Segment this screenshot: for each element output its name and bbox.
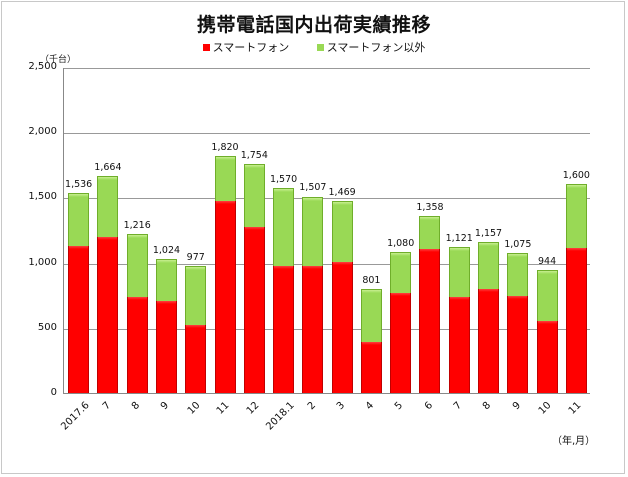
- stacked-bar: [331, 201, 353, 393]
- bar-total-label: 801: [362, 274, 381, 286]
- legend-label: スマートフォン以外: [326, 41, 426, 54]
- bar-segment-smartphone: [331, 261, 353, 393]
- bar-total-label: 1,157: [474, 228, 503, 240]
- bar-total-label: 1,754: [240, 150, 268, 162]
- x-axis-unit: （年,月）: [552, 436, 596, 447]
- bar-segment-smartphone: [214, 201, 236, 393]
- y-axis-unit: （千台）: [40, 55, 77, 65]
- bar-segment-smartphone: [126, 297, 148, 393]
- legend-item-non-smartphone: スマートフォン以外: [316, 39, 426, 55]
- bar-segment-non-smartphone: [390, 252, 412, 293]
- bar-total-label: 944: [538, 255, 557, 267]
- bar-total-label: 1,075: [504, 238, 532, 250]
- stacked-bar: [448, 246, 470, 393]
- bar-total-label: 1,121: [445, 232, 473, 244]
- bar-segment-non-smartphone: [214, 155, 236, 202]
- stacked-bar: [185, 265, 207, 393]
- y-tick-label: 0: [50, 387, 57, 398]
- stacked-bar: [478, 242, 500, 393]
- bar-segment-smartphone: [68, 246, 90, 393]
- y-tick-label: 1,500: [28, 191, 57, 203]
- bar-segment-non-smartphone: [448, 246, 470, 298]
- y-tick-label: 500: [37, 321, 57, 333]
- y-tick-label: 1,000: [28, 256, 57, 268]
- bar-segment-non-smartphone: [185, 265, 207, 326]
- stacked-bar: [126, 234, 148, 393]
- bar-segment-smartphone: [185, 325, 207, 393]
- chart-title: 携帯電話国内出荷実績推移: [196, 14, 431, 36]
- gridline: [64, 263, 590, 265]
- legend-item-smartphone: スマートフォン: [202, 39, 290, 55]
- bar-total-label: 1,536: [65, 178, 93, 190]
- y-tick-label: 2,500: [28, 61, 57, 72]
- stacked-bar: [68, 192, 90, 393]
- gridline: [64, 68, 590, 69]
- bar-segment-non-smartphone: [360, 288, 382, 343]
- legend: スマートフォン スマートフォン以外: [0, 39, 628, 55]
- bar-total-label: 1,664: [94, 162, 122, 173]
- bar-segment-smartphone: [360, 342, 382, 393]
- bar-segment-non-smartphone: [155, 259, 177, 302]
- bar-segment-non-smartphone: [273, 188, 295, 266]
- gridline: [64, 328, 590, 330]
- stacked-bar: [214, 155, 236, 393]
- stacked-bar: [507, 252, 529, 393]
- gridline: [64, 198, 590, 200]
- bar-total-label: 1,820: [211, 141, 239, 153]
- stacked-bar: [97, 176, 119, 393]
- bar-segment-non-smartphone: [97, 176, 119, 238]
- stacked-bar: [302, 196, 324, 393]
- bar-total-label: 1,216: [123, 220, 151, 232]
- plot-area: 1,536 1,664 1,216 1,024 977 1,820 1,754 1,570 1,…: [63, 68, 590, 394]
- bar-segment-non-smartphone: [126, 234, 148, 298]
- bar-total-label: 1,570: [269, 174, 298, 186]
- y-tick-label: 2,000: [28, 126, 57, 138]
- stacked-bar: [273, 188, 295, 393]
- bar-segment-non-smartphone: [302, 196, 324, 266]
- stacked-bar: [243, 164, 265, 393]
- stacked-bar: [360, 288, 382, 393]
- bar-segment-non-smartphone: [331, 201, 353, 262]
- bar-segment-smartphone: [478, 289, 500, 393]
- bar-segment-smartphone: [302, 266, 324, 393]
- bar-total-label: 1,080: [387, 238, 415, 250]
- bar-total-label: 1,024: [152, 245, 181, 257]
- bar-total-label: 1,600: [562, 170, 590, 182]
- bar-segment-non-smartphone: [565, 184, 587, 248]
- bar-segment-non-smartphone: [243, 164, 265, 228]
- bar-segment-smartphone: [243, 227, 265, 393]
- legend-swatch-red-icon: [202, 43, 210, 51]
- bar-total-label: 977: [186, 251, 205, 263]
- bar-segment-smartphone: [536, 321, 558, 393]
- stacked-bar: [536, 269, 558, 393]
- legend-swatch-green-icon: [316, 43, 324, 51]
- gridline: [64, 133, 590, 135]
- bar-segment-non-smartphone: [68, 192, 90, 247]
- bar-segment-smartphone: [565, 248, 587, 393]
- bar-total-label: 1,358: [416, 201, 444, 213]
- bar-segment-non-smartphone: [536, 269, 558, 322]
- bar-total-label: 1,507: [299, 182, 327, 194]
- bar-segment-smartphone: [419, 249, 441, 393]
- bar-segment-non-smartphone: [478, 242, 500, 290]
- stacked-bar: [155, 259, 177, 393]
- bar-segment-smartphone: [155, 301, 177, 393]
- stacked-bar: [565, 184, 587, 393]
- bar-segment-smartphone: [390, 292, 412, 393]
- bar-segment-non-smartphone: [419, 215, 441, 250]
- stacked-bar: [390, 252, 412, 393]
- bar-segment-smartphone: [273, 266, 295, 393]
- legend-label: スマートフォン: [212, 41, 290, 54]
- bar-segment-smartphone: [448, 297, 470, 393]
- bar-segment-non-smartphone: [507, 252, 529, 296]
- stacked-bar: [419, 215, 441, 393]
- bar-total-label: 1,469: [328, 187, 356, 199]
- bar-segment-smartphone: [507, 295, 529, 393]
- bar-segment-smartphone: [97, 237, 119, 393]
